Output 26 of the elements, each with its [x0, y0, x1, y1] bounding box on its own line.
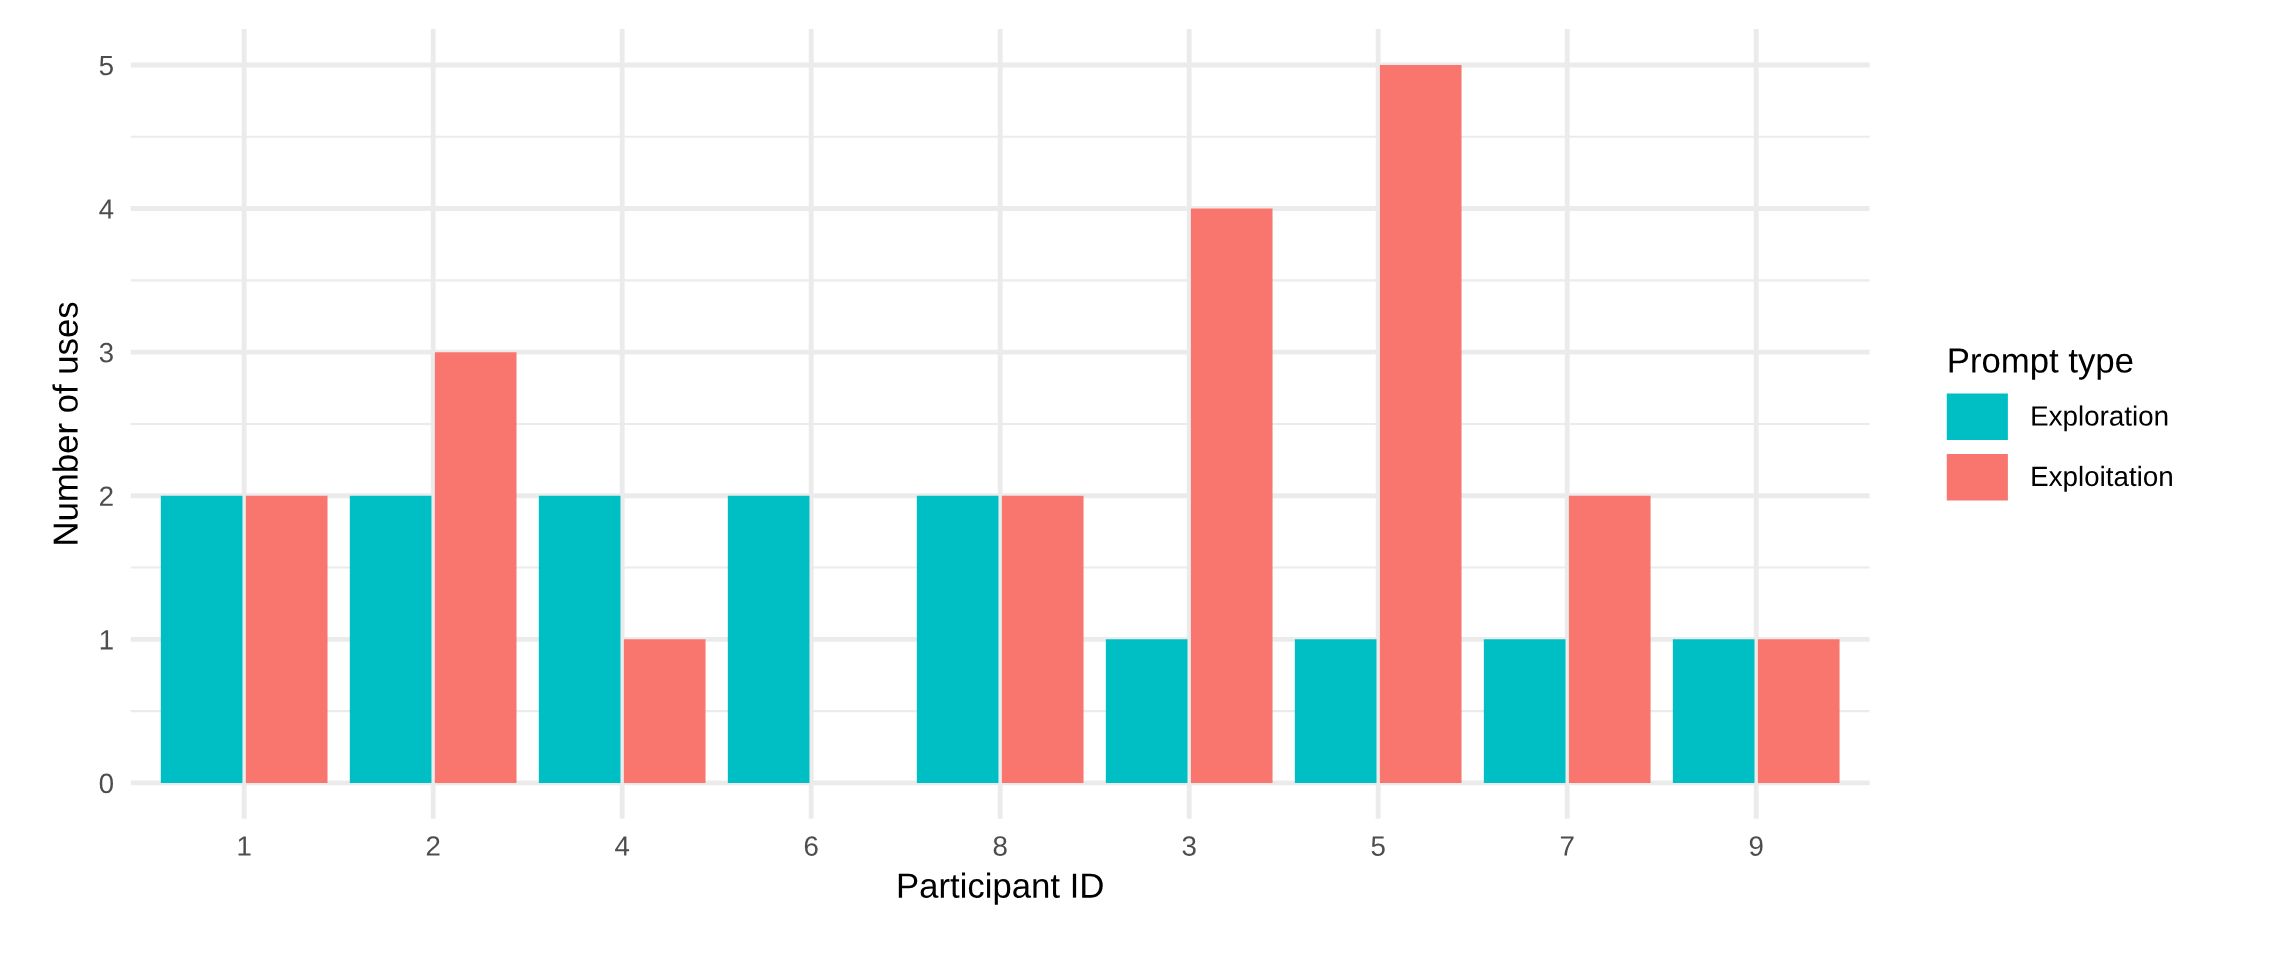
y-tick-label: 5: [99, 55, 113, 76]
bar: [1294, 639, 1377, 783]
y-tick-label: 1: [100, 630, 113, 650]
bar: [1483, 639, 1566, 783]
y-axis-title: Number of uses: [52, 302, 78, 544]
x-tick-label: 3: [1182, 836, 1196, 856]
y-tick-label: 2: [100, 486, 113, 506]
y-tick-label: 3: [99, 342, 113, 363]
y-tick-label: 4: [99, 199, 114, 219]
x-tick-label: 5: [1371, 836, 1385, 856]
x-tick-label: 7: [1560, 836, 1574, 856]
legend-label: Exploration: [2032, 405, 2168, 432]
bar: [1672, 639, 1755, 783]
x-tick-label: 8: [993, 836, 1007, 856]
bar: [1757, 639, 1840, 783]
x-tick-label: 9: [1749, 836, 1763, 856]
x-tick-label: 2: [426, 836, 440, 856]
x-tick-label: 4: [615, 836, 630, 856]
legend-title: Prompt type: [1949, 348, 2133, 380]
legend-label: Exploitation: [2032, 465, 2172, 492]
bar: [1105, 639, 1188, 783]
x-tick-label: 1: [238, 836, 251, 856]
x-tick-label: 6: [804, 836, 818, 856]
x-axis-title: Participant ID: [898, 872, 1103, 905]
bar: [623, 639, 706, 783]
y-tick-label: 0: [99, 773, 114, 794]
